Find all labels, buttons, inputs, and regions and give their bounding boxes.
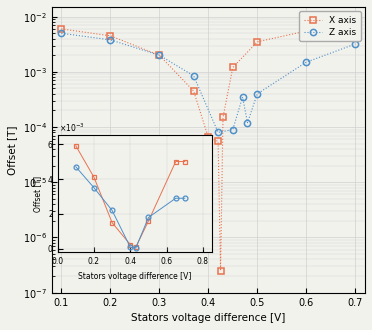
X axis: [216, 139, 220, 143]
Z axis: [255, 92, 260, 96]
X-axis label: Stators voltage difference [V]: Stators voltage difference [V]: [131, 313, 285, 323]
X axis: [353, 23, 357, 27]
X axis: [255, 40, 260, 44]
Z axis: [191, 74, 196, 78]
X axis: [191, 89, 196, 93]
X axis: [59, 27, 64, 31]
Z axis: [353, 42, 357, 46]
Y-axis label: Offset [T]: Offset [T]: [7, 125, 17, 175]
X axis: [157, 53, 161, 57]
Y-axis label: Offset [T]: Offset [T]: [33, 176, 42, 212]
Legend: X axis, Z axis: X axis, Z axis: [299, 12, 360, 41]
Z axis: [240, 95, 245, 99]
Z axis: [231, 128, 235, 132]
Z axis: [157, 53, 161, 57]
Line: X axis: X axis: [58, 22, 358, 274]
X axis: [231, 66, 235, 70]
X axis: [304, 29, 308, 33]
X-axis label: Stators voltage difference [V]: Stators voltage difference [V]: [78, 272, 192, 281]
Z axis: [304, 60, 308, 64]
Z axis: [108, 38, 113, 42]
Text: $\times10^{-3}$: $\times10^{-3}$: [59, 122, 85, 134]
X axis: [206, 135, 211, 139]
X axis: [108, 34, 113, 38]
Z axis: [245, 121, 250, 125]
Z axis: [216, 130, 220, 134]
X axis: [221, 115, 225, 119]
Z axis: [59, 31, 64, 35]
Line: Z axis: Z axis: [58, 30, 358, 136]
X axis: [218, 269, 223, 273]
